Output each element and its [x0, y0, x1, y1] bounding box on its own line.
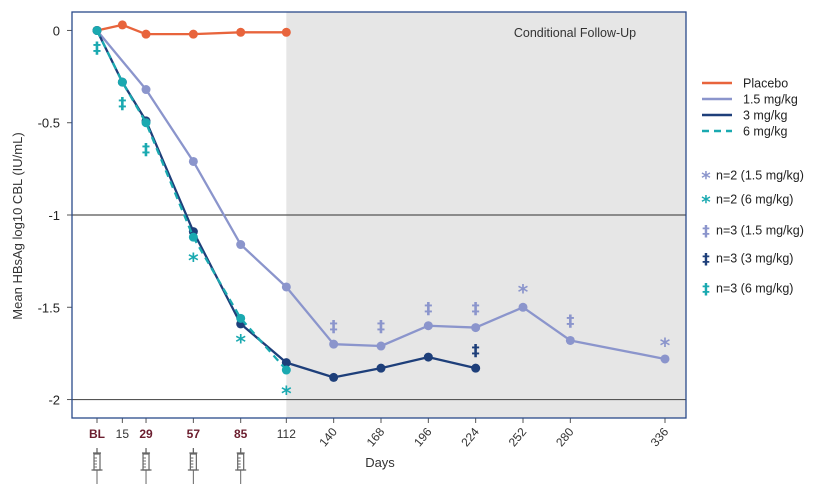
x-axis: BL 15 29 57 85 112 140 168 196 224 252 280 336 [89, 418, 672, 449]
data-point [565, 335, 575, 345]
data-point [92, 25, 102, 35]
data-point [281, 282, 291, 292]
data-point [518, 302, 528, 312]
double-dagger-marker: ‡ [377, 317, 385, 336]
data-point [141, 29, 151, 39]
double-dagger-marker: ‡ [472, 341, 480, 360]
double-dagger-marker: ‡ [566, 311, 574, 330]
x-tick-label: 336 [648, 425, 672, 450]
data-point [188, 29, 198, 39]
data-point [423, 321, 433, 331]
double-dagger-marker: ‡ [142, 140, 150, 159]
data-point [236, 27, 246, 37]
x-tick-label: 252 [506, 425, 530, 450]
x-tick-label: 140 [316, 425, 340, 450]
legend-label: n=2 (6 mg/kg) [716, 193, 793, 207]
data-point [188, 156, 198, 166]
legend-label: n=3 (6 mg/kg) [716, 282, 793, 296]
data-point [141, 85, 151, 95]
series-line [95, 29, 476, 379]
annotations: * * * * * ‡ ‡ ‡ ‡ ‡ ‡ ‡ ‡ ‡ [93, 38, 671, 405]
data-point [660, 354, 670, 364]
x-tick-label: 85 [234, 427, 248, 441]
y-tick-label: 0 [53, 23, 60, 38]
double-dagger-marker: ‡ [472, 298, 480, 317]
x-tick-label: 112 [277, 427, 296, 441]
data-point [117, 77, 127, 87]
syringe-icon [234, 448, 247, 484]
asterisk-marker: * [701, 168, 711, 189]
legend-label: Placebo [743, 77, 788, 91]
data-point [329, 372, 339, 382]
legend-label: n=3 (1.5 mg/kg) [716, 224, 804, 238]
y-axis: 0 -0.5 -1 -1.5 -2 [38, 23, 72, 408]
syringe-icon [90, 448, 104, 484]
dosing-markers [90, 448, 247, 484]
x-tick-label: BL [89, 427, 105, 441]
double-dagger-marker: ‡ [93, 38, 101, 57]
legend-label: 1.5 mg/kg [743, 93, 798, 107]
legend-label: n=3 (3 mg/kg) [716, 252, 793, 266]
y-tick-label: -0.5 [38, 116, 60, 131]
asterisk-marker: * [518, 280, 529, 304]
double-dagger-marker: ‡ [702, 280, 710, 298]
data-point [281, 358, 291, 368]
reference-lines [72, 214, 686, 401]
double-dagger-marker: ‡ [330, 317, 338, 336]
x-tick-label: 15 [116, 427, 130, 441]
x-axis-title: Days [365, 455, 395, 470]
legend-label: n=2 (1.5 mg/kg) [716, 169, 804, 183]
asterisk-marker: * [660, 333, 671, 357]
data-point [329, 339, 339, 349]
followup-label: Conditional Follow-Up [514, 26, 636, 40]
data-point [471, 323, 481, 333]
data-point [376, 341, 386, 351]
legend-label: 6 mg/kg [743, 125, 788, 139]
data-point [117, 20, 127, 30]
data-point [423, 352, 433, 362]
double-dagger-marker: ‡ [118, 93, 126, 112]
asterisk-marker: * [235, 330, 246, 354]
syringe-icon [139, 448, 153, 484]
data-point [141, 118, 151, 128]
series-line [96, 29, 666, 361]
y-axis-title: Mean HBsAg log10 CBL (IU/mL) [10, 132, 25, 319]
data-point [236, 240, 246, 250]
data-point [236, 313, 246, 323]
x-tick-label: 57 [187, 427, 201, 441]
legend: Placebo 1.5 mg/kg 3 mg/kg 6 mg/kg * n=2 (1.5 … [701, 77, 804, 299]
data-point [281, 27, 291, 37]
y-tick-label: -1.5 [38, 300, 60, 315]
x-tick-label: 224 [458, 425, 482, 450]
data-point [376, 363, 386, 373]
data-point [281, 365, 291, 375]
legend-label: 3 mg/kg [743, 109, 788, 123]
x-tick-label: 168 [364, 425, 388, 450]
y-tick-label: -2 [48, 393, 60, 408]
asterisk-marker: * [281, 381, 292, 405]
plot-frame [71, 11, 687, 419]
asterisk-marker: * [188, 249, 199, 273]
x-tick-label: 29 [139, 427, 153, 441]
series-group [92, 20, 670, 382]
x-tick-label: 280 [553, 425, 577, 450]
y-tick-label: -1 [48, 208, 60, 223]
double-dagger-marker: ‡ [702, 250, 710, 268]
asterisk-marker: * [701, 192, 711, 213]
double-dagger-marker: ‡ [424, 298, 432, 317]
double-dagger-marker: ‡ [702, 222, 710, 240]
x-tick-label: 196 [411, 425, 435, 450]
data-point [188, 232, 198, 242]
syringe-icon [187, 448, 200, 484]
data-point [471, 363, 481, 373]
